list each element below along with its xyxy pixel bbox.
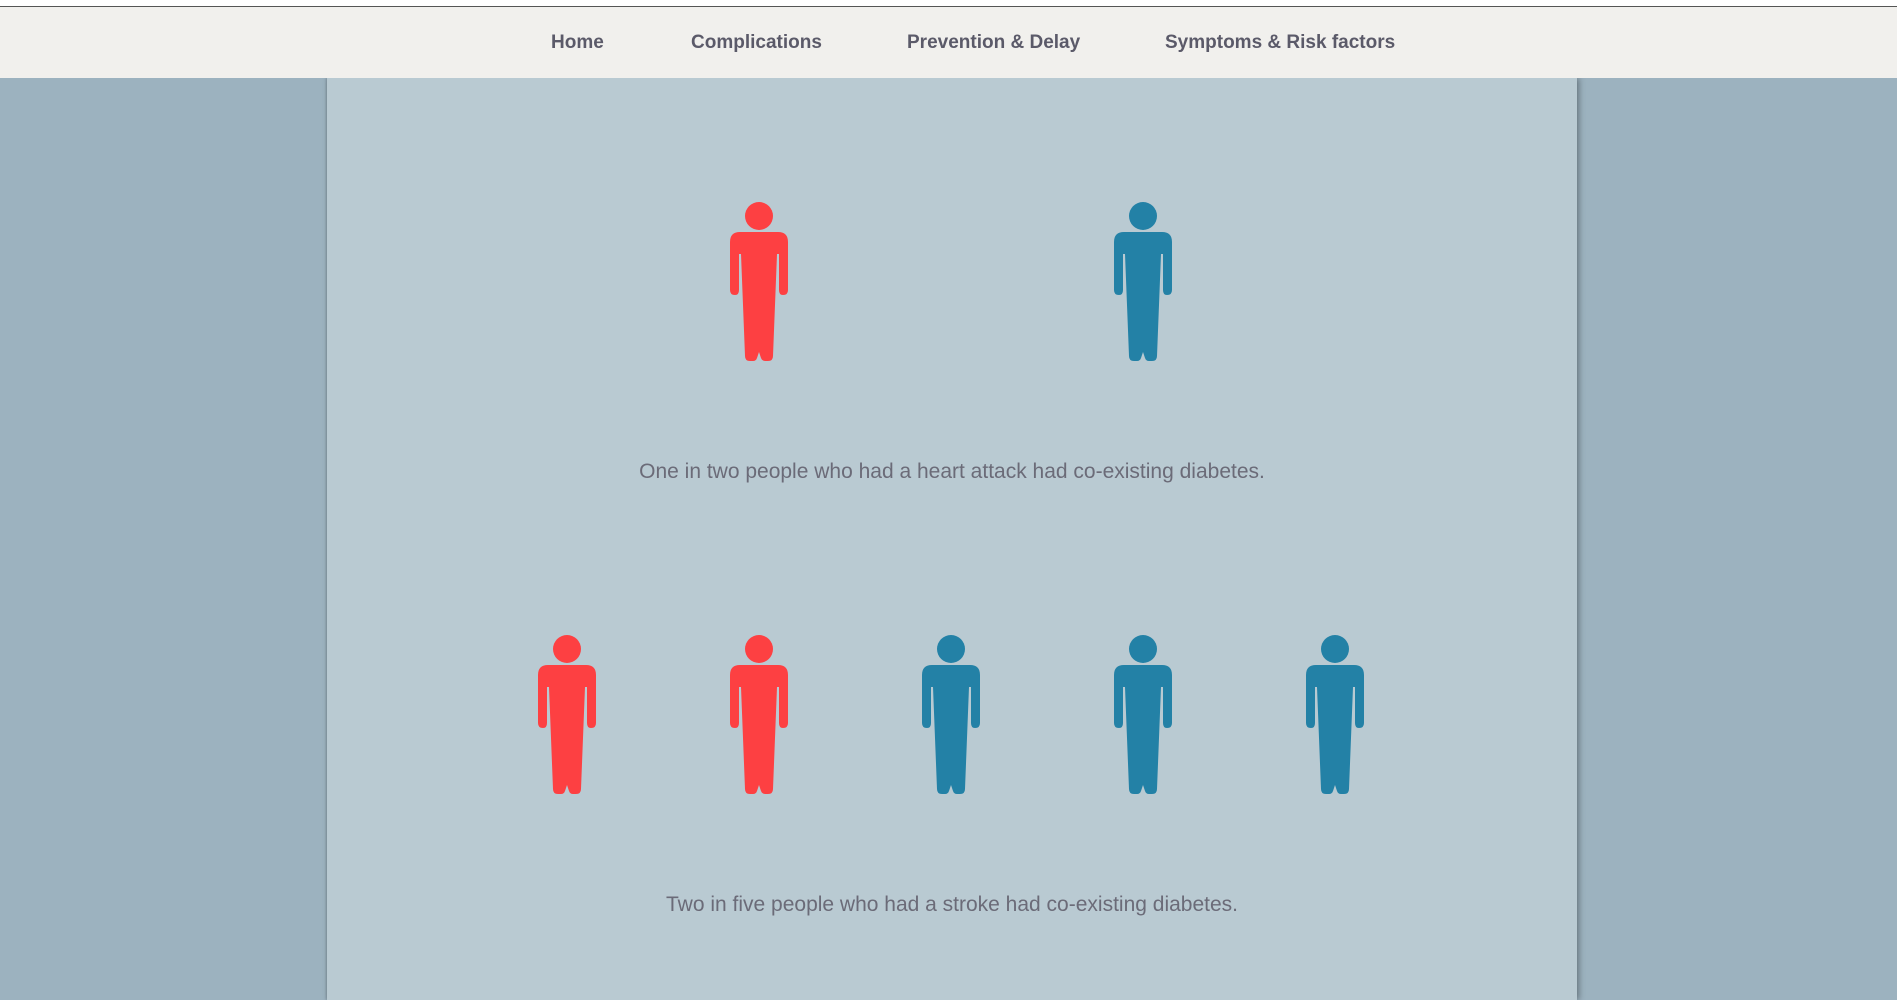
nav-home-link[interactable]: Home: [551, 32, 604, 53]
person-icon: [730, 635, 788, 795]
person-icon: [730, 202, 788, 362]
person-icon: [922, 635, 980, 795]
nav-complications-link[interactable]: Complications: [691, 32, 822, 53]
browser-top-edge: [0, 0, 1897, 7]
heart-attack-caption: One in two people who had a heart attack…: [639, 460, 1265, 483]
content-panel: One in two people who had a heart attack…: [327, 78, 1577, 1000]
stroke-caption: Two in five people who had a stroke had …: [665, 893, 1238, 916]
person-icon: [1114, 635, 1172, 795]
person-icon: [1306, 635, 1364, 795]
nav-prevention-delay-link[interactable]: Prevention & Delay: [907, 32, 1081, 53]
person-icon: [1114, 202, 1172, 362]
person-icon: [538, 635, 596, 795]
nav-symptoms-risk-factors-link[interactable]: Symptoms & Risk factors: [1165, 32, 1396, 53]
main-nav: Home Complications Prevention & Delay Sy…: [0, 7, 1897, 78]
